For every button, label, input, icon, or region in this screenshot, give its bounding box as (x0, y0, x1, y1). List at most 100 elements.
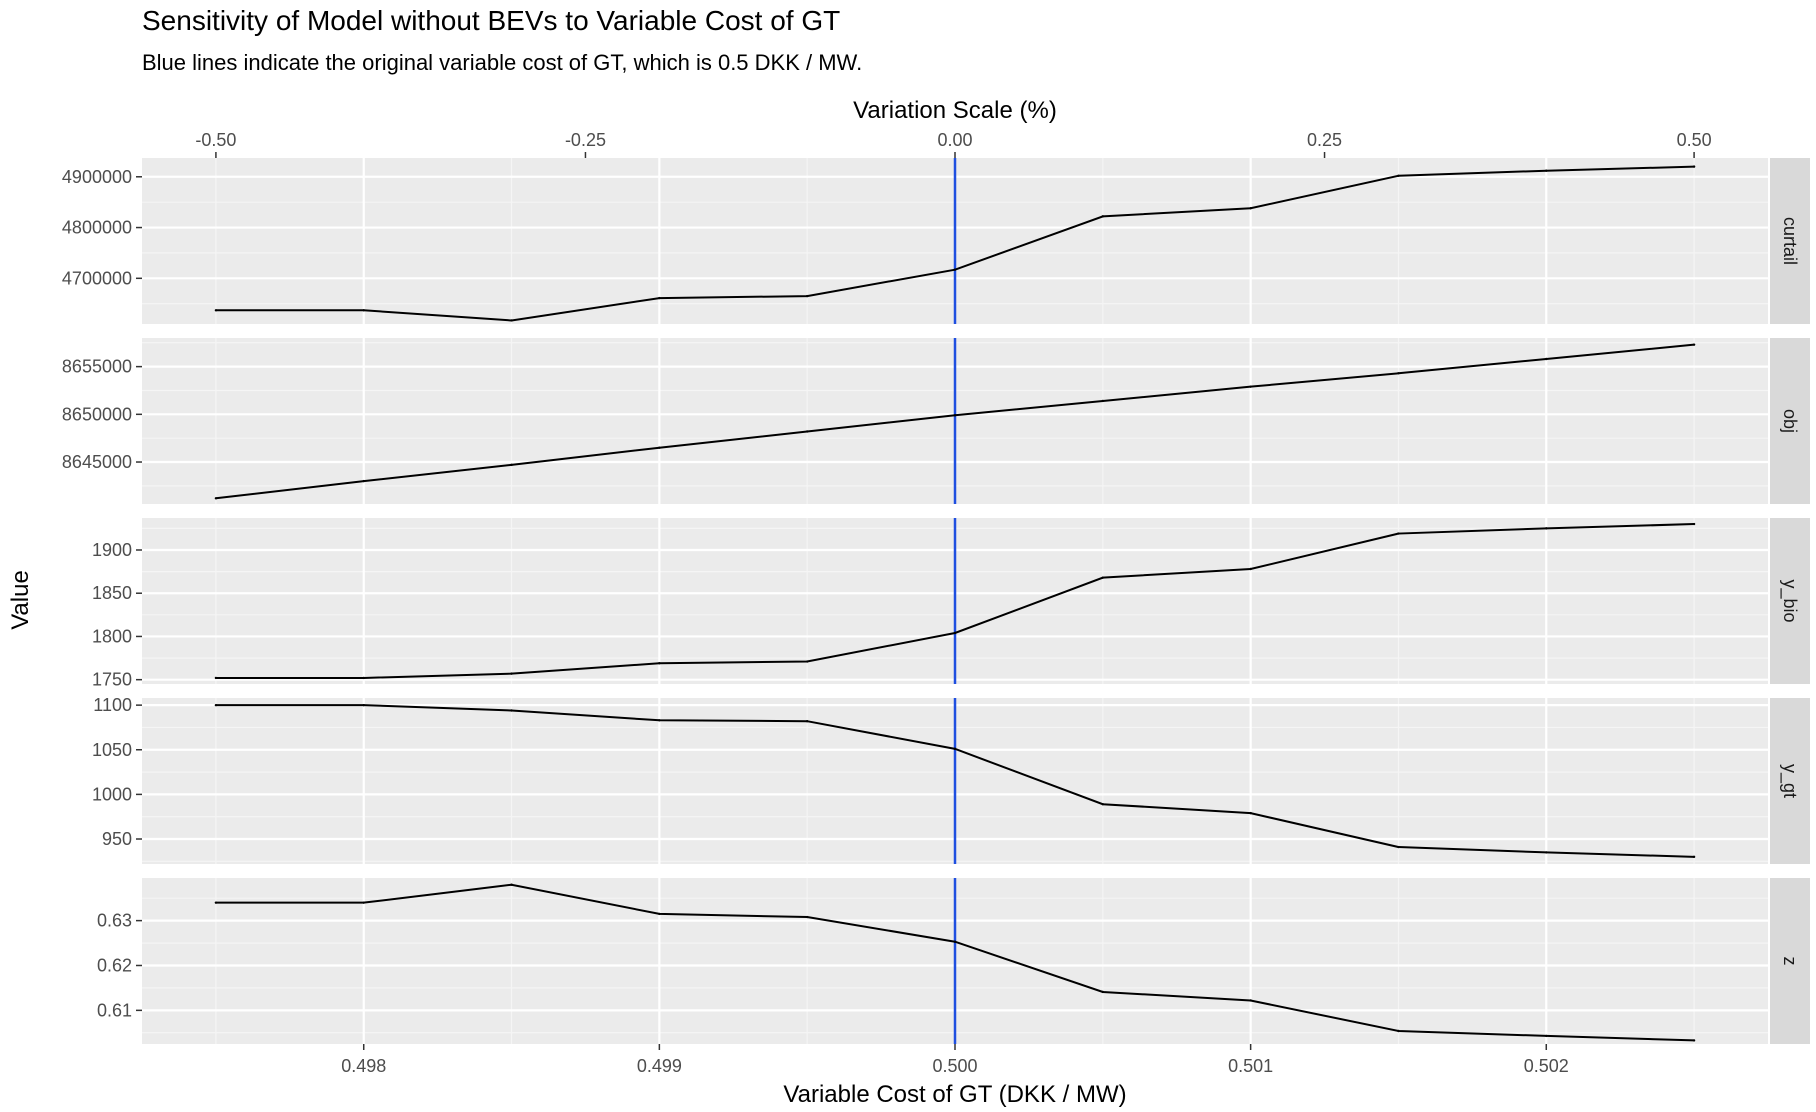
data-point (214, 497, 218, 500)
y-tick-label: 4900000 (62, 167, 132, 187)
data-point (510, 463, 513, 467)
data-point (805, 915, 809, 919)
panel-obj: 8645000 8650000 8655000 obj (62, 338, 1810, 504)
data-point (805, 660, 809, 663)
data-point (1249, 385, 1252, 388)
y-tick-label: 1900 (92, 540, 132, 560)
panel-y_gt: 950 1000 1050 1100 y_gt (92, 695, 1810, 864)
strip-label-z: z (1780, 957, 1800, 966)
data-point (953, 268, 957, 271)
y-tick-label: 1100 (93, 695, 132, 715)
strip-label-y_gt: y_gt (1779, 764, 1800, 798)
x-axis-bottom: 0.498 0.499 0.500 0.501 0.502 (341, 1044, 1569, 1076)
y-tick-label: 4700000 (62, 268, 132, 288)
chart-title: Sensitivity of Model without BEVs to Var… (142, 5, 840, 36)
data-point (1692, 1039, 1696, 1042)
chart-subtitle: Blue lines indicate the original variabl… (142, 50, 862, 75)
data-point (1249, 999, 1252, 1002)
y-axis-title: Value (7, 570, 34, 630)
y-tick-label: 0.62 (97, 955, 132, 975)
y-tick-label: 1750 (92, 670, 132, 690)
data-point (1397, 174, 1400, 177)
x-axis-title: Variable Cost of GT (DKK / MW) (783, 1081, 1126, 1108)
data-point (658, 662, 661, 665)
x-tick-label: 0.498 (341, 1056, 386, 1076)
data-point (510, 709, 513, 712)
data-point (1692, 522, 1696, 526)
data-point (658, 719, 661, 722)
top-axis-title: Variation Scale (%) (853, 97, 1057, 124)
data-point (362, 676, 365, 680)
x2-tick-label: -0.25 (565, 130, 606, 150)
data-point (953, 940, 957, 943)
x-tick-label: 0.500 (932, 1056, 977, 1076)
x2-tick-label: -0.50 (195, 130, 236, 150)
data-point (362, 901, 365, 904)
y-tick-label: 8645000 (62, 452, 132, 472)
data-point (658, 912, 661, 916)
data-point (1692, 343, 1696, 346)
panel-y_bio: 1750 1800 1850 1900 y_bio (92, 518, 1810, 690)
y-tick-label: 1000 (92, 784, 132, 804)
data-point (1692, 165, 1696, 168)
x2-tick-label: 0.50 (1677, 130, 1712, 150)
data-point (1101, 803, 1105, 806)
data-point (1692, 855, 1696, 859)
strip-label-y_bio: y_bio (1779, 579, 1800, 622)
data-point (214, 901, 218, 904)
data-point (510, 672, 513, 675)
y-tick-label: 8650000 (62, 404, 132, 424)
data-point (362, 703, 365, 707)
data-point (658, 296, 661, 300)
data-point (658, 446, 661, 449)
data-point (805, 430, 809, 433)
data-point (1397, 1029, 1400, 1033)
x2-tick-label: 0.25 (1307, 130, 1342, 150)
y-tick-label: 8655000 (62, 357, 132, 377)
data-point (214, 703, 218, 707)
panel-curtail: 4700000 4800000 4900000 curtail (62, 158, 1810, 324)
data-point (1545, 169, 1548, 172)
y-tick-label: 1850 (92, 583, 132, 603)
x-tick-label: 0.499 (637, 1056, 682, 1076)
strip-background (1770, 338, 1810, 504)
data-point (953, 747, 957, 751)
y-tick-label: 0.61 (97, 1000, 132, 1020)
data-point (1249, 567, 1252, 571)
data-point (1249, 207, 1252, 210)
strip-background (1770, 878, 1810, 1044)
strip-label-curtail: curtail (1780, 217, 1800, 265)
data-point (805, 294, 809, 298)
data-point (510, 319, 513, 322)
data-point (1101, 399, 1105, 403)
panels-group: 4700000 4800000 4900000 curtail 8645000 86500… (62, 158, 1810, 1044)
y-tick-label: 950 (102, 829, 132, 849)
data-point (362, 479, 365, 483)
y-tick-label: 0.63 (97, 911, 132, 931)
strip-background (1770, 698, 1810, 864)
y-tick-label: 4800000 (62, 218, 132, 238)
y-tick-label: 1800 (92, 626, 132, 646)
data-point (953, 414, 957, 417)
data-point (953, 631, 957, 635)
data-point (1101, 576, 1105, 579)
strip-background (1770, 158, 1810, 324)
data-point (1397, 845, 1400, 849)
data-point (805, 720, 809, 723)
data-point (1101, 215, 1105, 218)
strip-background (1770, 518, 1810, 684)
data-point (362, 309, 365, 312)
data-point (214, 309, 218, 312)
data-point (1397, 372, 1400, 375)
data-point (1101, 990, 1105, 994)
data-point (1397, 532, 1400, 535)
data-point (1545, 527, 1548, 530)
x-tick-label: 0.502 (1524, 1056, 1569, 1076)
panel-z: 0.61 0.62 0.63 z (97, 878, 1810, 1044)
data-point (214, 676, 218, 680)
data-point (1545, 1034, 1548, 1038)
y-tick-label: 1050 (92, 740, 132, 760)
strip-label-obj: obj (1780, 409, 1800, 433)
x2-tick-label: 0.00 (937, 130, 972, 150)
